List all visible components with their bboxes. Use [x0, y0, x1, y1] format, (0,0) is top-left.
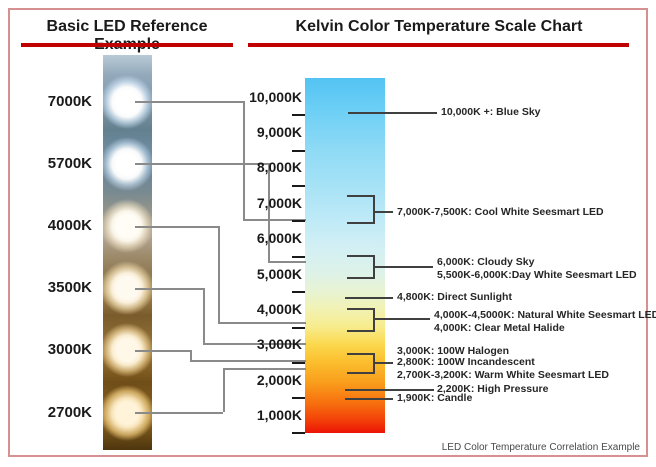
connector-line	[223, 368, 225, 412]
connector-line	[243, 219, 306, 221]
footer-caption: LED Color Temperature Correlation Exampl…	[441, 442, 640, 453]
annotation-bracket-stem	[373, 318, 430, 320]
annotation-label: 2,700K-3,200K: Warm White Seesmart LED	[397, 369, 610, 381]
annotation-bracket-top	[347, 255, 373, 257]
kelvin-scale-label: 8,000K	[256, 159, 302, 175]
connector-line	[135, 288, 203, 290]
right-section-title: Kelvin Color Temperature Scale Chart	[295, 18, 583, 35]
connector-line	[203, 288, 205, 343]
kelvin-scale-tick	[292, 291, 305, 293]
connector-line	[135, 226, 218, 228]
annotation-label: 7,000K-7,500K: Cool White Seesmart LED	[397, 206, 604, 218]
annotation-bracket-side	[373, 308, 375, 332]
led-label: 4000K	[47, 217, 92, 234]
kelvin-scale-tick	[292, 256, 305, 258]
annotation-bracket-top	[347, 195, 373, 197]
kelvin-scale-tick	[292, 397, 305, 399]
right-title-underline	[248, 43, 629, 47]
kelvin-scale-label: 4,000K	[256, 301, 302, 317]
annotation-bracket-top	[347, 308, 373, 310]
annotation-label: 3,000K: 100W Halogen	[397, 345, 510, 357]
annotation-label: 10,000K +: Blue Sky	[441, 106, 541, 118]
connector-line	[223, 368, 306, 370]
connector-line	[243, 101, 245, 219]
connector-line	[190, 360, 306, 362]
annotation-bracket-bottom	[347, 372, 373, 374]
connector-line	[135, 350, 190, 352]
connector-line	[218, 226, 220, 322]
annotation-bracket-bottom	[347, 222, 373, 224]
annotation-line	[345, 389, 434, 391]
kelvin-scale-label: 2,000K	[256, 372, 302, 388]
connector-line	[135, 412, 223, 414]
annotation-label: 1,900K: Candle	[397, 392, 473, 404]
annotation-label: 5,500K-6,000K:Day White Seesmart LED	[437, 269, 637, 281]
kelvin-scale-label: 6,000K	[256, 230, 302, 246]
connector-line	[203, 343, 306, 345]
kelvin-scale-tick	[292, 150, 305, 152]
kelvin-scale-tick	[292, 220, 305, 222]
connector-line	[190, 350, 192, 360]
annotation-label: 4,000K: Clear Metal Halide	[434, 322, 565, 334]
annotation-line	[345, 297, 393, 299]
led-label: 3000K	[47, 341, 92, 358]
connector-line	[135, 163, 268, 165]
annotation-bracket-side	[373, 195, 375, 224]
annotation-label: 6,000K: Cloudy Sky	[437, 256, 535, 268]
annotation-bracket-top	[347, 353, 373, 355]
kelvin-scale-tick	[292, 327, 305, 329]
annotation-line	[345, 398, 393, 400]
annotation-label: 2,200K: High Pressure	[437, 383, 549, 395]
kelvin-scale-label: 9,000K	[256, 124, 302, 140]
connector-line	[268, 163, 270, 261]
kelvin-scale-tick	[292, 114, 305, 116]
kelvin-scale-label: 10,000K	[249, 89, 302, 105]
annotation-label: 2,800K: 100W Incandescent	[397, 356, 535, 368]
annotation-label: 4,000K-4,5000K: Natural White Seesmart L…	[434, 309, 656, 321]
left-title-underline	[21, 43, 233, 47]
left-section-title: Basic LED Reference Example	[46, 18, 208, 53]
led-label: 2700K	[47, 404, 92, 421]
kelvin-scale-tick	[292, 432, 305, 434]
annotation-bracket-bottom	[347, 277, 373, 279]
kelvin-scale-label: 5,000K	[256, 266, 302, 282]
kelvin-scale-tick	[292, 185, 305, 187]
kelvin-scale-label: 3,000K	[256, 336, 302, 352]
annotation-line	[348, 112, 437, 114]
annotation-bracket-bottom	[347, 330, 373, 332]
connector-line	[268, 261, 306, 263]
kelvin-scale-label: 1,000K	[256, 407, 302, 423]
led-label: 3500K	[47, 279, 92, 296]
kelvin-scale-label: 7,000K	[256, 195, 302, 211]
connector-line	[135, 101, 243, 103]
led-strip-photo	[103, 55, 152, 450]
annotation-bracket-stem	[373, 362, 393, 364]
annotation-bracket-stem	[373, 211, 393, 213]
led-label: 7000K	[47, 93, 92, 110]
connector-line	[218, 322, 306, 324]
annotation-label: 4,800K: Direct Sunlight	[397, 291, 512, 303]
kelvin-scale-tick	[292, 362, 305, 364]
led-label: 5700K	[47, 155, 92, 172]
annotation-bracket-stem	[373, 266, 433, 268]
